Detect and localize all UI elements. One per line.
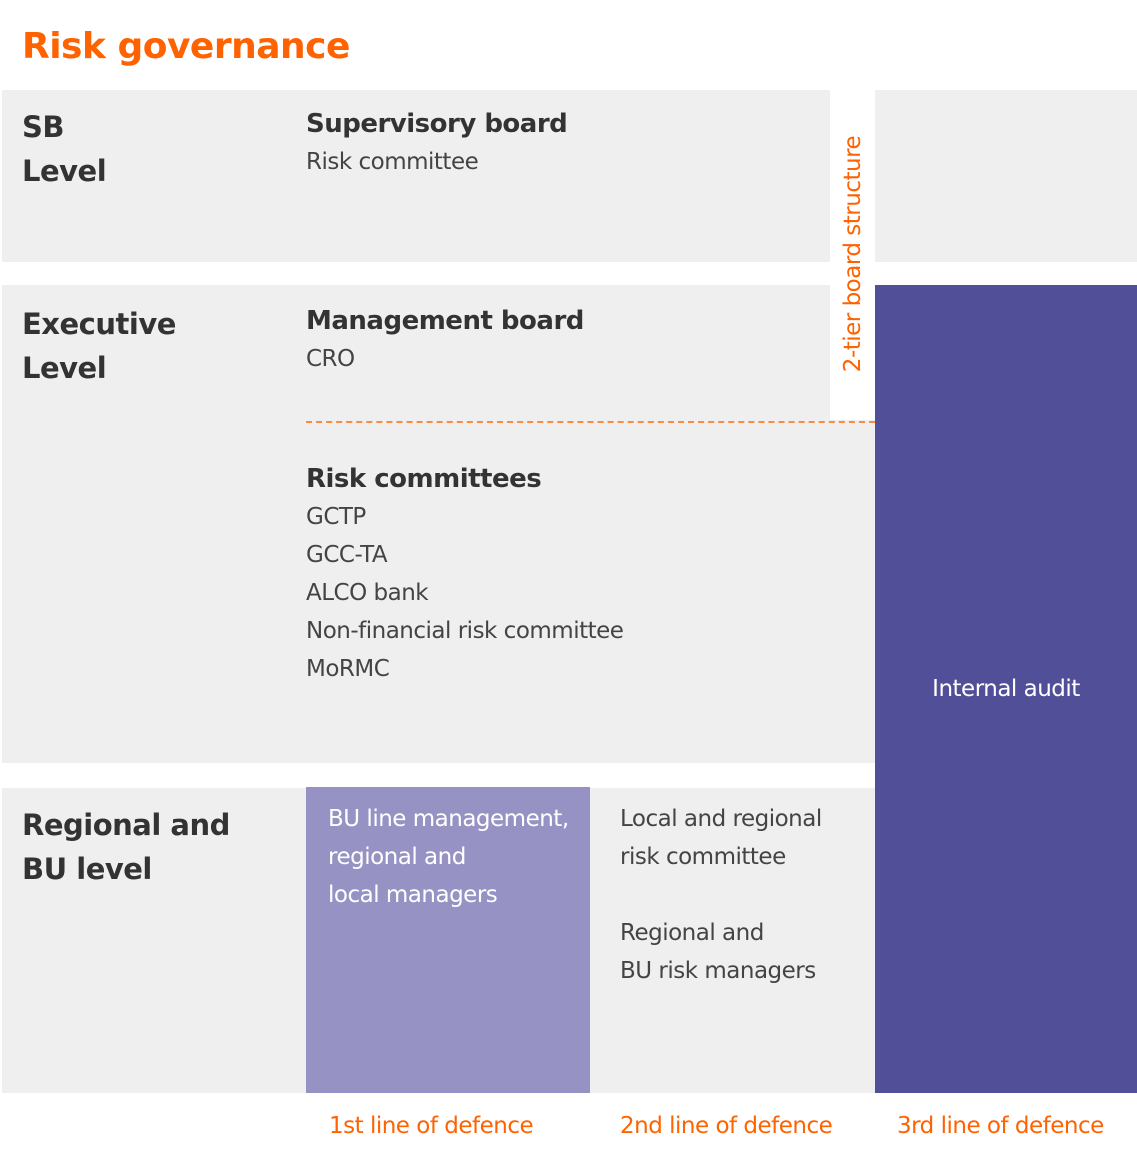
executive-level-label: Executive Level <box>22 302 176 390</box>
first-line-box: BU line management, regional and local m… <box>306 787 590 1093</box>
dashed-divider <box>306 421 875 423</box>
management-board-heading: Management board <box>306 306 584 336</box>
text-line: risk committee <box>620 844 786 870</box>
second-line-box: Local and regional risk committee Region… <box>620 800 822 990</box>
sb-content: Supervisory board Risk committee <box>306 105 568 181</box>
executive-level-panel <box>2 285 830 425</box>
list-item: ALCO bank <box>306 580 429 606</box>
label-line: SB <box>22 110 65 144</box>
two-tier-label: 2-tier board structure <box>836 130 870 378</box>
third-line-of-defence-label: 3rd line of defence <box>897 1113 1104 1139</box>
text-line: Regional and <box>620 920 764 946</box>
two-tier-text: 2-tier board structure <box>840 135 866 373</box>
regional-level-label: Regional and BU level <box>22 803 230 891</box>
text-line: regional and <box>328 844 466 870</box>
sb-level-label: SB Level <box>22 105 107 193</box>
supervisory-board-heading: Supervisory board <box>306 109 568 139</box>
first-line-of-defence-label: 1st line of defence <box>329 1113 534 1139</box>
second-line-of-defence-label: 2nd line of defence <box>620 1113 833 1139</box>
label-line: BU level <box>22 852 152 886</box>
text-line: BU risk managers <box>620 958 816 984</box>
list-item: Non-financial risk committee <box>306 618 624 644</box>
internal-audit-label: Internal audit <box>932 676 1080 702</box>
risk-committees-heading: Risk committees <box>306 464 542 494</box>
text-line: local managers <box>328 882 498 908</box>
executive-committees-panel <box>2 420 875 763</box>
sb-level-panel <box>2 90 830 262</box>
diagram-title: Risk governance <box>22 26 350 67</box>
text-line: BU line management, <box>328 806 569 832</box>
list-item: CRO <box>306 346 355 372</box>
list-item: MoRMC <box>306 656 390 682</box>
list-item: Risk committee <box>306 149 479 175</box>
spacer <box>620 876 822 914</box>
executive-content: Management board CRO <box>306 302 584 378</box>
label-line: Level <box>22 154 107 188</box>
label-line: Level <box>22 351 107 385</box>
list-item: GCC-TA <box>306 542 388 568</box>
label-line: Regional and <box>22 808 230 842</box>
list-item: GCTP <box>306 504 366 530</box>
internal-audit-box: Internal audit <box>875 285 1137 1093</box>
risk-committees: Risk committees GCTP GCC-TA ALCO bank No… <box>306 460 624 688</box>
label-line: Executive <box>22 307 176 341</box>
sb-audit-panel <box>875 90 1137 262</box>
text-line: Local and regional <box>620 806 822 832</box>
